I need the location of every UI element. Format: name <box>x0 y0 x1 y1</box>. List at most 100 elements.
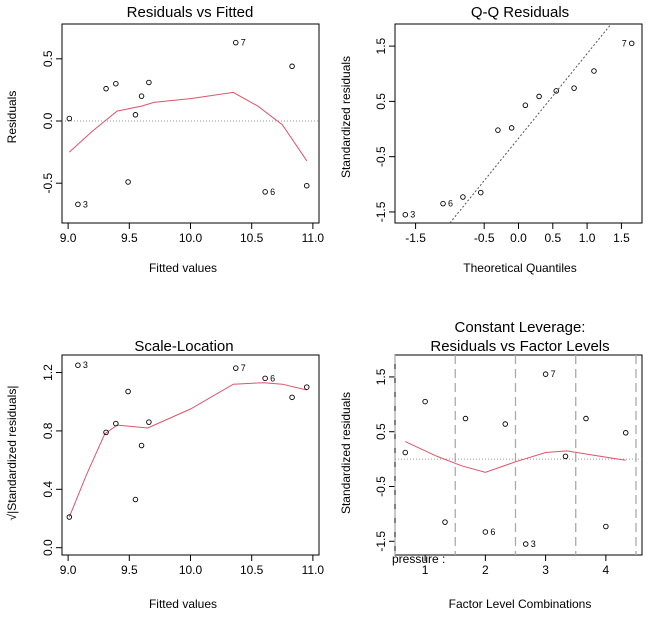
x-tick-label: 11.0 <box>302 563 325 577</box>
y-tick-label: 0.5 <box>374 423 388 440</box>
data-point <box>75 201 81 208</box>
x-tick-label: 0.5 <box>544 231 561 245</box>
data-point <box>478 189 484 196</box>
x-tick-label: 9.0 <box>60 231 77 245</box>
y-tick-label: 1.5 <box>374 368 388 385</box>
x-axis-label: Fitted values <box>149 597 217 611</box>
data-point <box>262 189 268 195</box>
x-tick-label: -1.5 <box>405 231 426 245</box>
x-tick-label: 10.5 <box>240 563 264 577</box>
point-label: 3 <box>531 539 536 549</box>
y-tick-label: -0.5 <box>41 173 55 194</box>
x-tick-label: 0.0 <box>510 231 527 245</box>
data-point <box>422 398 428 405</box>
data-point <box>522 102 529 109</box>
data-point <box>502 421 508 427</box>
data-point <box>146 419 152 425</box>
x-tick-label: 10.0 <box>179 563 203 577</box>
data-point <box>125 388 131 395</box>
data-point <box>125 179 131 185</box>
data-point <box>66 115 73 122</box>
y-tick-label: 1.2 <box>41 364 55 381</box>
point-label: 6 <box>270 373 275 383</box>
y-axis-label: Standardized residuals <box>339 392 353 514</box>
data-point <box>103 429 109 436</box>
y-axis-label: Standardized residuals <box>339 56 353 178</box>
data-point <box>304 384 310 390</box>
data-point <box>553 88 559 94</box>
smoother-line <box>404 441 626 473</box>
data-point <box>304 182 310 189</box>
plot-title: Constant Leverage: <box>455 319 586 336</box>
data-point <box>522 541 529 547</box>
point-label: 3 <box>83 199 88 209</box>
point-label: 7 <box>622 38 627 48</box>
point-label: 7 <box>551 369 556 379</box>
panel-residuals-vs-fitted: Residuals vs Fitted Fitted values Residu… <box>5 4 324 275</box>
data-point <box>562 453 569 460</box>
point-label: 7 <box>241 363 246 373</box>
data-point <box>442 519 448 525</box>
data-point <box>460 194 466 200</box>
point-label: 6 <box>270 187 275 197</box>
x-tick-label: 1.5 <box>613 231 630 245</box>
x-tick-label: 1 <box>422 563 429 577</box>
plot-marks: -1.5 -0.5 0.0 0.5 1.0 1.5 -1.5 -0.5 0.5 1.5 3 6 7 <box>374 23 635 245</box>
y-tick-label: 0.4 <box>41 481 55 498</box>
x-tick-label: 10.0 <box>179 231 203 245</box>
smoother-line <box>68 382 307 518</box>
plot-title: Residuals vs Fitted <box>127 4 254 21</box>
y-tick-label: 0.8 <box>41 422 55 439</box>
data-point <box>233 365 239 371</box>
plot-marks: 1 2 3 4 -1.5 -0.5 0.5 1.5 6 3 7 <box>374 355 642 577</box>
panel-constant-leverage: Constant Leverage: Residuals vs Factor L… <box>339 319 643 611</box>
data-point <box>495 127 501 133</box>
data-point <box>289 63 295 70</box>
plot-marks: 9.0 9.5 10.0 10.5 11.0 -0.5 0.0 0.5 3 7 6 <box>41 38 324 245</box>
x-tick-label: 9.0 <box>60 563 77 577</box>
plot-marks: 9.0 9.5 10.0 10.5 11.0 0.0 0.4 0.8 1.2 3 7 6 <box>41 360 324 577</box>
y-tick-label: 0.0 <box>41 112 55 129</box>
data-point <box>536 93 542 100</box>
data-point <box>103 85 109 92</box>
plot-title: Scale-Location <box>134 338 233 355</box>
point-label: 3 <box>83 360 88 370</box>
data-point <box>132 496 139 503</box>
data-point <box>233 39 239 46</box>
x-tick-label: 9.5 <box>121 231 138 245</box>
data-point <box>571 85 577 91</box>
panel-qq-residuals: Q-Q Residuals Theoretical Quantiles Stan… <box>339 4 643 275</box>
data-point <box>622 430 629 436</box>
x-tick-label: 9.5 <box>121 563 138 577</box>
plot-subtitle: Residuals vs Factor Levels <box>430 338 609 355</box>
data-point <box>138 93 145 99</box>
data-point <box>628 40 635 47</box>
data-point <box>583 415 589 422</box>
x-axis-label: Factor Level Combinations <box>449 597 592 611</box>
point-label: 6 <box>448 199 453 209</box>
y-tick-label: 1.5 <box>374 37 388 54</box>
panel-scale-location: Scale-Location Fitted values √|Standardi… <box>5 338 324 611</box>
y-axis-label: Residuals <box>5 91 19 144</box>
x-tick-label: 11.0 <box>302 231 325 245</box>
data-point <box>289 394 295 401</box>
x-tick-label: 10.5 <box>240 231 264 245</box>
point-label: 7 <box>241 38 246 48</box>
data-point <box>132 112 139 118</box>
plot-frame <box>394 354 643 556</box>
data-point <box>113 80 119 87</box>
data-point <box>75 362 81 368</box>
y-tick-label: 0.5 <box>374 93 388 110</box>
y-axis-label: √|Standardized residuals| <box>5 386 19 521</box>
plot-title: Q-Q Residuals <box>471 4 569 21</box>
data-point <box>402 211 409 218</box>
y-tick-label: 0.5 <box>41 50 55 67</box>
smoother-line <box>68 91 308 162</box>
point-label: 3 <box>410 210 415 220</box>
data-point <box>508 125 515 131</box>
x-tick-label: 1.0 <box>579 231 596 245</box>
data-point <box>462 415 469 422</box>
y-tick-label: -0.5 <box>374 146 388 167</box>
data-point <box>603 523 609 530</box>
